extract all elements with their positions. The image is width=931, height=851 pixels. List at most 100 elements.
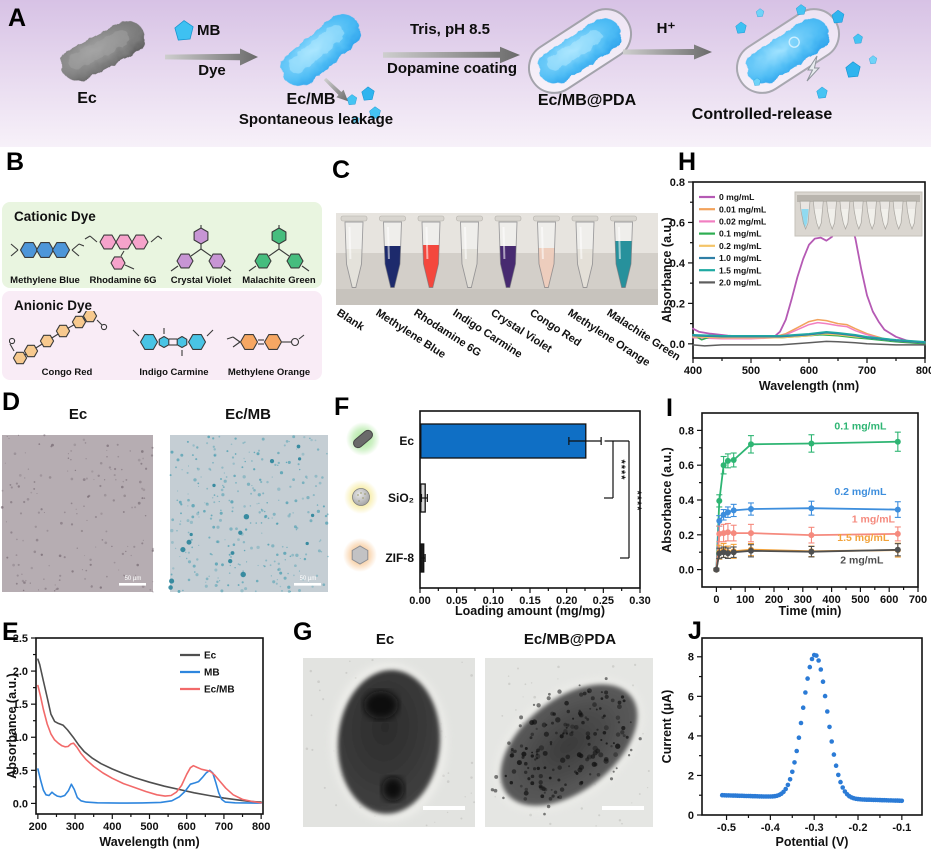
leakage-arrow — [323, 77, 349, 102]
svg-text:1.5: 1.5 — [13, 699, 28, 711]
svg-text:0.4: 0.4 — [679, 495, 695, 507]
test-tube-blank — [340, 215, 368, 288]
svg-text:0.8: 0.8 — [679, 425, 694, 437]
svg-text:600: 600 — [880, 594, 898, 606]
svg-text:Ec: Ec — [399, 434, 414, 448]
inset-tube — [799, 200, 811, 230]
axis-ticks — [31, 637, 262, 819]
svg-text:100: 100 — [736, 594, 754, 606]
inset-tube — [839, 200, 851, 230]
panel-d-micrographs: 50 µm 50 µm — [0, 434, 329, 593]
svg-text:2 mg/mL: 2 mg/mL — [840, 555, 884, 567]
panel-label-a: A — [8, 4, 27, 32]
plot-frame — [701, 412, 919, 588]
scale-bar-label: 50 µm — [125, 576, 142, 582]
panel-label-g: G — [293, 618, 313, 646]
svg-text:0.2: 0.2 — [679, 530, 694, 542]
inset-tube — [866, 200, 877, 230]
ec-bacterium — [61, 20, 145, 82]
panel-g-tem-images — [303, 658, 653, 827]
anionic-dye-row: Congo Red Indigo Carmine Methylene Orange — [6, 311, 318, 378]
series-2-mg-ml — [713, 543, 901, 573]
svg-text:8: 8 — [688, 652, 694, 664]
svg-text:Absorbance (a.u.): Absorbance (a.u.) — [660, 447, 674, 553]
tem-image-ecmbpda — [485, 658, 653, 827]
label-h-plus: H⁺ — [656, 20, 676, 37]
dye-name: Rhodamine 6G — [89, 275, 157, 286]
panel-label-j: J — [688, 617, 702, 645]
series-ec-mb — [37, 684, 262, 804]
svg-text:1 mg/mL: 1 mg/mL — [852, 514, 896, 526]
svg-text:Current (μA): Current (μA) — [660, 690, 674, 764]
dye-structure-congo-red — [9, 311, 108, 365]
svg-text:-0.1: -0.1 — [892, 822, 911, 834]
svg-text:-0.2: -0.2 — [849, 822, 868, 834]
significance-brackets — [604, 440, 630, 559]
svg-text:2.0: 2.0 — [13, 666, 28, 678]
significance-label: **** — [631, 490, 643, 511]
dye-structure-methylene-orange — [226, 334, 305, 350]
dye-malachite-green: Malachite Green — [240, 225, 318, 286]
dye-congo-red: Congo Red — [9, 311, 125, 378]
series-1-0-mg-ml — [692, 331, 926, 344]
dye-name: Crystal Violet — [170, 275, 232, 286]
svg-text:400: 400 — [684, 365, 702, 377]
svg-text:200: 200 — [765, 594, 783, 606]
series-dpv-current — [719, 652, 905, 804]
tick-labels: 400 500 600 700 800 0.0 0.2 0.4 0.6 0.8 — [670, 177, 931, 377]
tube-label-methylene-blue: Methylene Blue — [372, 307, 448, 362]
scale-bar — [602, 806, 644, 810]
series-1-5-mg-ml — [692, 330, 926, 343]
test-tube-malachite-green — [610, 215, 637, 288]
svg-text:0.0: 0.0 — [670, 339, 685, 351]
tube-label-blank: Blank — [334, 307, 367, 334]
svg-text:700: 700 — [909, 594, 927, 606]
dye-crystal-violet: Crystal Violet — [162, 225, 240, 286]
tick-labels: -0.5 -0.4 -0.3 -0.2 -0.1 0 2 4 6 8 — [688, 652, 911, 834]
svg-text:700: 700 — [858, 365, 876, 377]
svg-text:2: 2 — [688, 770, 694, 782]
svg-text:1.0: 1.0 — [13, 732, 28, 744]
panel-label-f: F — [334, 393, 350, 421]
tube-labels: Blank Methylene Blue Rhodamine 6G Indigo Ca… — [334, 305, 681, 385]
micrograph-ec: 50 µm — [0, 434, 155, 593]
micrograph-ec-mb: 50 µm — [168, 435, 329, 593]
scale-bar — [423, 806, 465, 810]
dye-methylene-orange: Methylene Orange — [223, 317, 315, 378]
panel-label-e: E — [2, 618, 19, 646]
test-tube-methylene-orange — [571, 215, 599, 288]
label-mb: MB — [197, 22, 221, 39]
anionic-dye-title: Anionic Dye — [14, 298, 93, 313]
svg-text:6: 6 — [688, 691, 694, 703]
svg-text:0.1 mg/mL: 0.1 mg/mL — [834, 421, 887, 433]
svg-text:600: 600 — [178, 821, 196, 833]
label-spontaneous-leakage: Spontaneous leakage — [238, 111, 394, 128]
panel-d-title-ec: Ec — [68, 406, 88, 423]
panel-label-d: D — [2, 388, 21, 416]
panel-label-c: C — [332, 156, 351, 184]
svg-text:Ec: Ec — [204, 651, 217, 662]
chart-uvvis-spectra: 200 300 400 500 600 700 800 0.0 0.5 1.0 1.5 2.0 2.5 E… — [5, 633, 270, 849]
svg-text:0.02 mg/mL: 0.02 mg/mL — [719, 216, 766, 226]
svg-text:0.2 mg/mL: 0.2 mg/mL — [719, 241, 762, 251]
svg-text:-0.5: -0.5 — [717, 822, 736, 834]
dye-structure-rhodamine-6g — [84, 234, 162, 270]
svg-text:400: 400 — [103, 821, 121, 833]
inset-tube — [812, 200, 824, 230]
plot-frame — [419, 410, 641, 589]
svg-text:Absorbance (a.u.): Absorbance (a.u.) — [5, 673, 19, 779]
tube-label-indigo-carmine: Indigo Carmine — [449, 307, 524, 361]
dye-indigo-carmine: Indigo Carmine — [131, 317, 217, 378]
axis-ticks — [419, 588, 641, 593]
svg-text:1.0 mg/mL: 1.0 mg/mL — [719, 253, 762, 263]
svg-text:Time (min): Time (min) — [779, 604, 842, 618]
svg-text:0.20: 0.20 — [556, 595, 577, 607]
svg-text:0.05: 0.05 — [446, 595, 467, 607]
scale-bar-label: 50 µm — [300, 576, 317, 582]
label-ecmb: Ec/MB — [286, 91, 336, 108]
series-1-mg-ml — [713, 522, 901, 573]
test-tube-methylene-blue — [379, 215, 406, 288]
svg-text:MB: MB — [204, 668, 220, 679]
svg-text:Ec/MB: Ec/MB — [204, 685, 235, 696]
svg-text:0.4: 0.4 — [670, 258, 686, 270]
